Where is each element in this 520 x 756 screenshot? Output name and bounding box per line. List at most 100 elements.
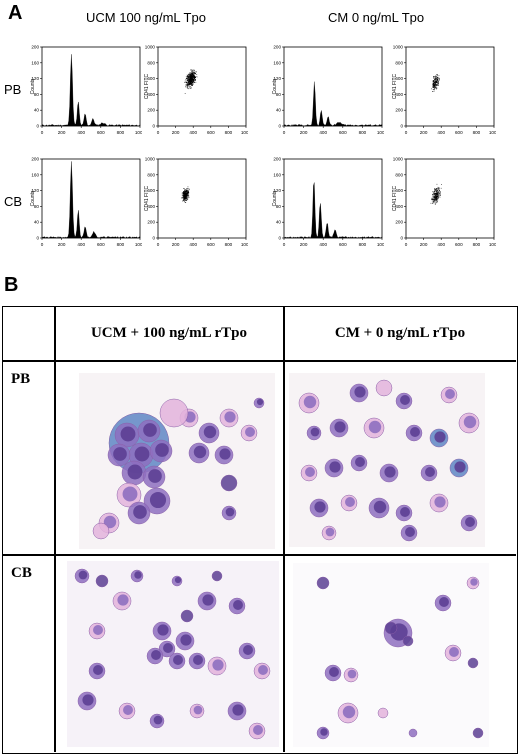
cell	[379, 463, 399, 483]
x-tick-label: 400	[77, 130, 85, 135]
cell	[152, 621, 172, 641]
y-tick-label: 120	[273, 76, 281, 81]
y-tick-label: 200	[147, 220, 155, 225]
x-tick-label: 0	[283, 242, 286, 247]
y-tick-label: 800	[147, 172, 155, 177]
cell	[149, 439, 173, 463]
cell	[158, 640, 176, 658]
y-tick-label: 400	[147, 92, 155, 97]
x-tick-label: 600	[339, 130, 347, 135]
cell	[340, 494, 358, 512]
y-tick-label: 400	[395, 92, 403, 97]
cell	[405, 424, 423, 442]
y-tick-label: 40	[276, 108, 282, 113]
condition-label-ucm: UCM 100 ng/mL Tpo	[86, 10, 206, 25]
cell	[472, 727, 484, 739]
x-tick-label: 200	[420, 130, 428, 135]
cell	[188, 442, 210, 464]
cell	[248, 722, 266, 740]
y-tick-label: 160	[273, 172, 281, 177]
cell	[198, 422, 220, 444]
cell	[384, 621, 398, 635]
cell	[349, 383, 369, 403]
table-header-ucm: UCM + 100 ng/mL rTpo	[90, 325, 248, 341]
x-tick-label: 400	[319, 130, 327, 135]
y-tick-label: 1000	[393, 45, 404, 50]
cell	[350, 454, 368, 472]
panel-b-letter: B	[4, 274, 19, 296]
cell	[127, 501, 151, 525]
y-tick-label: 0	[36, 124, 39, 129]
y-tick-label: 200	[273, 157, 281, 162]
cell	[329, 418, 349, 438]
y-tick-label: 40	[34, 108, 40, 113]
x-tick-label: 200	[58, 130, 66, 135]
cell	[95, 574, 109, 588]
histogram-plot: 0 200 400 600 800 1000 0 40 80 120 160 200 Counts	[30, 156, 142, 248]
x-tick-label: 1000	[489, 130, 496, 135]
cell	[188, 652, 206, 670]
cell	[429, 428, 449, 448]
cell	[116, 482, 142, 508]
cell	[420, 464, 438, 482]
y-tick-label: 0	[278, 124, 281, 129]
y-tick-label: 160	[31, 172, 39, 177]
y-tick-label: 800	[147, 60, 155, 65]
cell	[118, 702, 136, 720]
y-tick-label: 0	[36, 236, 39, 241]
y-tick-label: 40	[276, 220, 282, 225]
x-tick-label: 1000	[241, 130, 248, 135]
cell	[395, 504, 413, 522]
micrograph-pb-cm	[289, 373, 485, 547]
x-tick-label: 200	[172, 130, 180, 135]
y-axis-label: CD41 FITC	[144, 73, 150, 99]
y-axis-label: Counts	[272, 78, 278, 94]
row-label-cb-a: CB	[4, 194, 23, 209]
x-tick-label: 600	[97, 130, 105, 135]
cell	[377, 707, 389, 719]
y-tick-label: 160	[31, 60, 39, 65]
micrograph-cb-ucm	[67, 561, 279, 747]
y-tick-label: 200	[31, 157, 39, 162]
y-tick-label: 0	[152, 236, 155, 241]
x-tick-label: 600	[207, 242, 215, 247]
x-tick-label: 1000	[135, 130, 142, 135]
cell	[149, 713, 165, 729]
panel-a-letter: A	[8, 2, 23, 24]
cell	[211, 570, 223, 582]
cell	[429, 493, 449, 513]
y-tick-label: 80	[276, 204, 282, 209]
x-tick-label: 800	[359, 130, 367, 135]
cell	[466, 576, 480, 590]
x-tick-label: 400	[189, 242, 197, 247]
x-tick-label: 0	[405, 130, 408, 135]
x-tick-label: 200	[300, 130, 308, 135]
cell	[324, 664, 342, 682]
cell	[88, 622, 106, 640]
cell	[434, 594, 452, 612]
cell	[112, 591, 132, 611]
y-tick-label: 1000	[393, 157, 404, 162]
y-tick-label: 120	[273, 188, 281, 193]
scatter-points	[430, 183, 442, 205]
cell	[143, 487, 171, 515]
cell	[74, 568, 90, 584]
scatter-points	[431, 74, 440, 92]
scatter-plot: 0 200 400 600 800 1000 0 200 400 600 800 1000 CD41 F…	[144, 156, 248, 248]
x-tick-label: 0	[157, 242, 160, 247]
cell	[408, 728, 418, 738]
cell	[395, 392, 413, 410]
cell	[300, 464, 318, 482]
y-tick-label: 120	[31, 76, 39, 81]
cell	[114, 422, 140, 448]
y-tick-label: 600	[147, 188, 155, 193]
x-tick-label: 0	[283, 130, 286, 135]
cell	[324, 458, 344, 478]
x-tick-label: 600	[339, 242, 347, 247]
cell	[400, 524, 418, 542]
y-tick-label: 200	[395, 220, 403, 225]
histogram-series	[283, 81, 383, 127]
y-tick-label: 160	[273, 60, 281, 65]
y-axis-label: CD41 FITC	[392, 73, 398, 99]
x-tick-label: 600	[455, 130, 463, 135]
